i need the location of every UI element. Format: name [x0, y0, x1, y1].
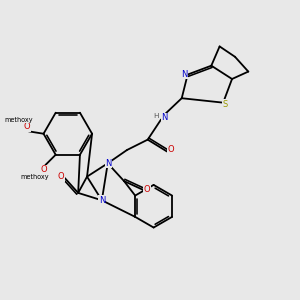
Text: N: N — [161, 113, 168, 122]
Text: O: O — [40, 165, 47, 174]
Text: O: O — [58, 172, 64, 181]
Text: O: O — [143, 185, 150, 194]
Text: O: O — [24, 122, 31, 131]
Text: N: N — [181, 70, 187, 79]
Text: O: O — [167, 146, 174, 154]
Text: methoxy: methoxy — [4, 117, 33, 123]
Text: methoxy: methoxy — [21, 174, 49, 180]
Text: S: S — [222, 100, 227, 109]
Text: N: N — [99, 196, 105, 205]
Text: H: H — [153, 113, 158, 119]
Text: N: N — [105, 159, 112, 168]
